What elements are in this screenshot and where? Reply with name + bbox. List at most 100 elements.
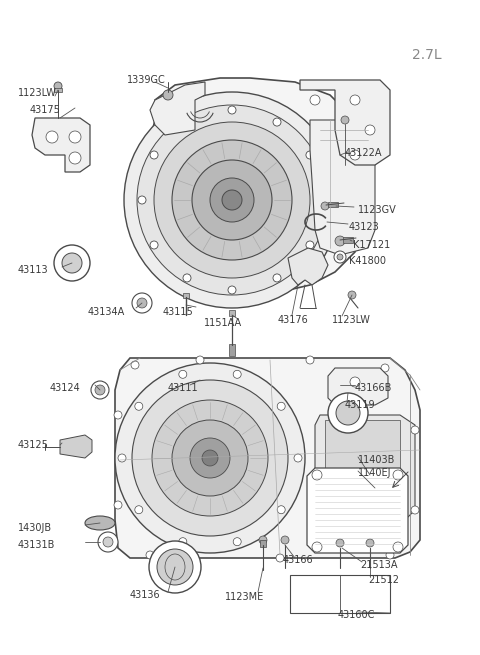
Circle shape: [172, 420, 248, 496]
Circle shape: [310, 95, 320, 105]
Text: 1151AA: 1151AA: [204, 318, 242, 328]
Bar: [229, 344, 235, 356]
Circle shape: [350, 95, 360, 105]
Circle shape: [334, 251, 346, 263]
Circle shape: [228, 106, 236, 114]
Text: 1123LW: 1123LW: [18, 88, 57, 98]
Circle shape: [393, 470, 403, 480]
Circle shape: [138, 196, 146, 204]
Circle shape: [273, 118, 281, 126]
Polygon shape: [310, 120, 375, 255]
Polygon shape: [150, 82, 205, 135]
Circle shape: [381, 364, 389, 372]
Circle shape: [318, 196, 326, 204]
Polygon shape: [115, 358, 420, 558]
Circle shape: [135, 506, 143, 514]
Circle shape: [365, 125, 375, 135]
Polygon shape: [288, 248, 328, 285]
Polygon shape: [315, 415, 415, 520]
Circle shape: [312, 542, 322, 552]
Circle shape: [276, 554, 284, 562]
Circle shape: [132, 293, 152, 313]
Bar: [343, 237, 353, 243]
Circle shape: [393, 542, 403, 552]
Circle shape: [336, 539, 344, 547]
Circle shape: [366, 539, 374, 547]
Circle shape: [233, 370, 241, 379]
Circle shape: [312, 470, 322, 480]
Text: 43124: 43124: [50, 383, 81, 393]
Text: 43125: 43125: [18, 440, 49, 450]
Circle shape: [277, 402, 285, 410]
Circle shape: [259, 536, 267, 544]
Circle shape: [233, 538, 241, 546]
Circle shape: [411, 506, 419, 514]
Circle shape: [146, 551, 154, 559]
Circle shape: [149, 541, 201, 593]
Circle shape: [350, 377, 360, 387]
Circle shape: [95, 385, 105, 395]
Circle shape: [69, 152, 81, 164]
Text: 43122A: 43122A: [345, 148, 383, 158]
Circle shape: [132, 380, 288, 536]
Circle shape: [54, 82, 62, 90]
Circle shape: [137, 298, 147, 308]
Polygon shape: [328, 368, 388, 405]
Circle shape: [54, 245, 90, 281]
Circle shape: [179, 538, 187, 546]
Bar: [325, 420, 400, 515]
Bar: [183, 293, 189, 298]
Text: 43123: 43123: [349, 222, 380, 232]
Circle shape: [124, 92, 340, 308]
Circle shape: [103, 537, 113, 547]
Circle shape: [190, 438, 230, 478]
Circle shape: [163, 90, 173, 100]
Circle shape: [46, 131, 58, 143]
Circle shape: [131, 361, 139, 369]
Circle shape: [150, 241, 158, 249]
Circle shape: [179, 370, 187, 379]
Bar: [328, 202, 338, 207]
Circle shape: [91, 381, 109, 399]
Text: 43166B: 43166B: [355, 383, 392, 393]
Text: 43111: 43111: [168, 383, 199, 393]
Circle shape: [386, 551, 394, 559]
Text: 1123LW: 1123LW: [332, 315, 371, 325]
Circle shape: [137, 105, 327, 295]
Circle shape: [348, 291, 356, 299]
Text: 43176: 43176: [278, 315, 309, 325]
Circle shape: [115, 363, 305, 553]
Circle shape: [154, 122, 310, 278]
Bar: [54, 88, 62, 92]
Circle shape: [183, 274, 191, 282]
Circle shape: [114, 411, 122, 419]
Circle shape: [350, 150, 360, 160]
Circle shape: [192, 160, 272, 240]
Circle shape: [150, 151, 158, 159]
Circle shape: [321, 202, 329, 210]
Circle shape: [336, 401, 360, 425]
Circle shape: [135, 402, 143, 410]
Text: 43115: 43115: [163, 307, 194, 317]
Text: K17121: K17121: [353, 240, 390, 250]
Text: 21512: 21512: [368, 575, 399, 585]
Bar: [260, 540, 266, 547]
Circle shape: [196, 356, 204, 364]
Polygon shape: [60, 435, 92, 458]
Text: 1339GC: 1339GC: [127, 75, 166, 85]
Circle shape: [157, 549, 193, 585]
Text: 43136: 43136: [130, 590, 161, 600]
Ellipse shape: [85, 516, 115, 530]
Text: 43166: 43166: [283, 555, 313, 565]
Circle shape: [411, 426, 419, 434]
Text: 43175: 43175: [30, 105, 61, 115]
Ellipse shape: [165, 554, 185, 580]
Polygon shape: [307, 468, 408, 553]
Circle shape: [183, 118, 191, 126]
Polygon shape: [32, 118, 90, 172]
Circle shape: [335, 236, 345, 246]
Circle shape: [98, 532, 118, 552]
Text: K41800: K41800: [349, 256, 386, 266]
Text: 1140EJ: 1140EJ: [358, 468, 392, 478]
Text: 1123ME: 1123ME: [225, 592, 264, 602]
